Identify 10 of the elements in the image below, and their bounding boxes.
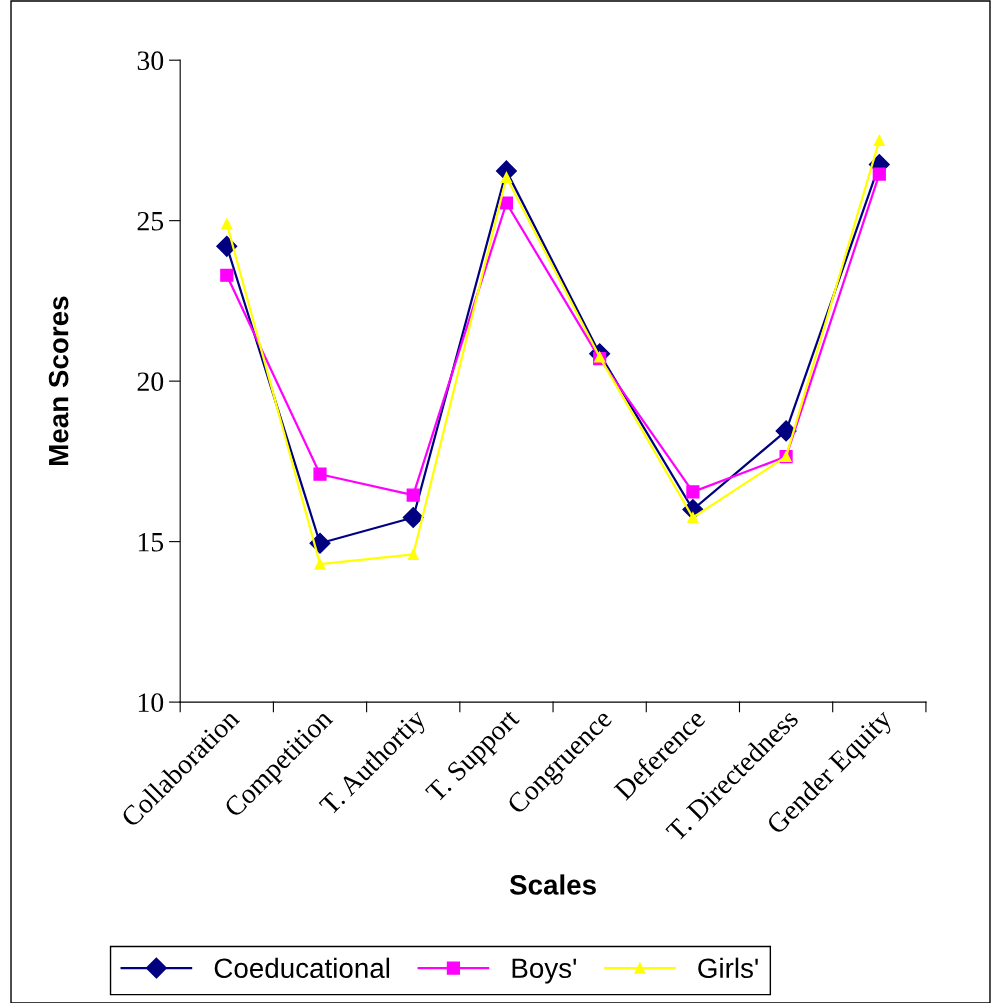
legend-label: Coeducational (214, 957, 390, 979)
x-axis-title: Scales (509, 874, 596, 895)
legend-label: Boys' (512, 958, 576, 984)
y-tick-label: 30 (137, 51, 164, 71)
y-tick-label: 10 (138, 693, 164, 713)
y-tick-label: 20 (137, 372, 164, 392)
y-axis-title: Mean Scores (48, 296, 69, 465)
y-tick-label: 25 (137, 211, 164, 231)
legend-label: Girls' (698, 957, 758, 979)
y-tick-label: 15 (138, 532, 164, 552)
